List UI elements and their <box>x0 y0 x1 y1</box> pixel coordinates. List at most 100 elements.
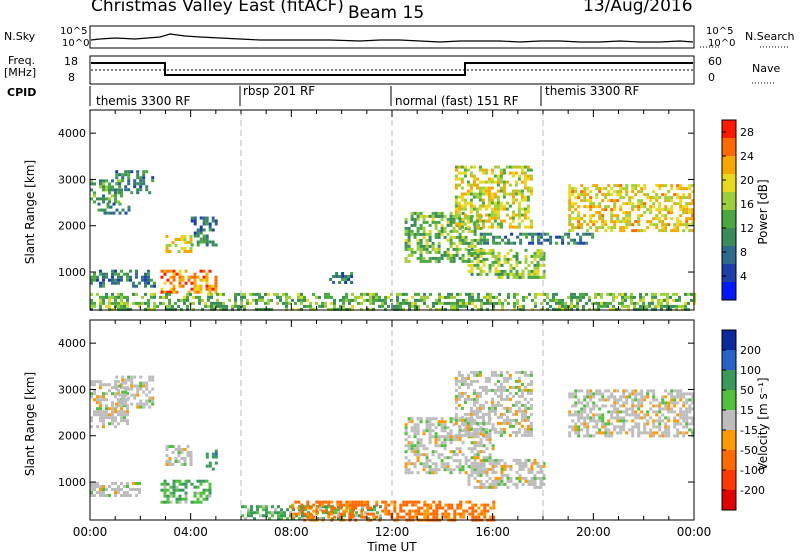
echo-cell <box>610 199 614 203</box>
echo-cell <box>478 189 482 193</box>
echo-cell <box>646 220 650 224</box>
echo-cell <box>595 419 599 423</box>
echo-cell <box>452 226 456 230</box>
echo-cell <box>670 229 674 233</box>
echo-cell <box>520 213 524 217</box>
echo-cell <box>342 295 345 299</box>
echo-cell <box>539 482 543 486</box>
echo-cell <box>511 192 515 196</box>
echo-cell <box>592 202 596 206</box>
echo-cell <box>437 247 441 251</box>
echo-cell <box>636 301 639 305</box>
echo-cell <box>477 292 480 296</box>
echo-cell <box>422 217 426 221</box>
echo-cell <box>407 235 411 239</box>
echo-cell <box>658 196 662 200</box>
echo-cell <box>165 295 168 299</box>
echo-cell <box>454 421 458 425</box>
echo-cell <box>672 292 675 296</box>
echo-cell <box>561 307 564 311</box>
echo-cell <box>419 241 423 245</box>
echo-cell <box>96 278 99 282</box>
echo-cell <box>504 298 507 302</box>
echo-cell <box>425 238 429 242</box>
echo-cell <box>208 228 212 232</box>
echo-cell <box>627 295 630 299</box>
echo-cell <box>660 307 663 311</box>
echo-cell <box>476 266 480 270</box>
echo-cell <box>661 401 665 405</box>
echo-cell <box>667 407 671 411</box>
echo-cell <box>118 173 122 177</box>
echo-cell <box>151 179 155 183</box>
echo-cell <box>631 428 635 432</box>
echo-cell <box>105 304 108 308</box>
echo-cell <box>493 174 497 178</box>
echo-cell <box>577 419 581 423</box>
echo-cell <box>419 256 423 260</box>
echo-cell <box>431 247 435 251</box>
echo-cell <box>90 197 93 201</box>
echo-cell <box>416 423 420 427</box>
echo-cell <box>511 171 515 175</box>
echo-cell <box>151 387 155 391</box>
power-heatmap-cells <box>90 165 696 311</box>
echo-cell <box>505 370 509 374</box>
echo-cell <box>643 229 647 233</box>
echo-cell <box>416 211 420 215</box>
echo-cell <box>259 505 262 509</box>
echo-cell <box>208 482 212 486</box>
echo-cell <box>527 479 531 483</box>
echo-cell <box>476 467 480 471</box>
echo-cell <box>163 269 167 273</box>
echo-cell <box>526 382 530 386</box>
echo-cell <box>478 204 482 208</box>
echo-cell <box>536 269 540 273</box>
echo-cell <box>499 421 503 425</box>
echo-cell <box>351 307 354 311</box>
x-tick-label: 00:00 <box>677 525 712 539</box>
echo-cell <box>464 259 468 263</box>
echo-cell <box>499 370 503 374</box>
echo-cell <box>649 407 653 411</box>
echo-cell <box>384 307 387 311</box>
echo-cell <box>523 370 527 374</box>
echo-cell <box>470 464 474 468</box>
echo-cell <box>184 491 188 495</box>
echo-cell <box>463 391 467 395</box>
echo-cell <box>549 298 552 302</box>
echo-cell <box>426 515 430 519</box>
echo-cell <box>303 298 306 302</box>
echo-cell <box>384 512 388 516</box>
echo-cell <box>622 428 626 432</box>
echo-cell <box>174 238 178 241</box>
echo-cell <box>493 427 497 431</box>
echo-cell <box>117 295 120 299</box>
echo-cell <box>543 298 546 302</box>
echo-cell <box>454 216 458 220</box>
echo-cell <box>523 388 527 392</box>
echo-cell <box>478 427 482 431</box>
nsky-label: N.Sky <box>4 30 36 43</box>
echo-cell <box>480 503 484 507</box>
echo-cell <box>90 416 93 420</box>
colorbar-tick-label: -100 <box>740 464 765 477</box>
echo-cell <box>407 471 411 475</box>
echo-cell <box>481 403 485 407</box>
echo-cell <box>168 457 172 460</box>
echo-cell <box>423 298 426 302</box>
echo-cell <box>508 424 512 428</box>
echo-cell <box>443 438 447 442</box>
echo-cell <box>481 201 485 205</box>
echo-cell <box>631 196 635 200</box>
echo-cell <box>499 177 503 181</box>
echo-cell <box>568 434 572 438</box>
echo-cell <box>160 482 164 486</box>
echo-cell <box>136 182 140 186</box>
echo-cell <box>616 419 620 423</box>
echo-cell <box>654 304 657 308</box>
echo-cell <box>469 165 473 169</box>
echo-cell <box>517 189 521 193</box>
echo-cell <box>474 298 477 302</box>
echo-cell <box>583 190 587 194</box>
